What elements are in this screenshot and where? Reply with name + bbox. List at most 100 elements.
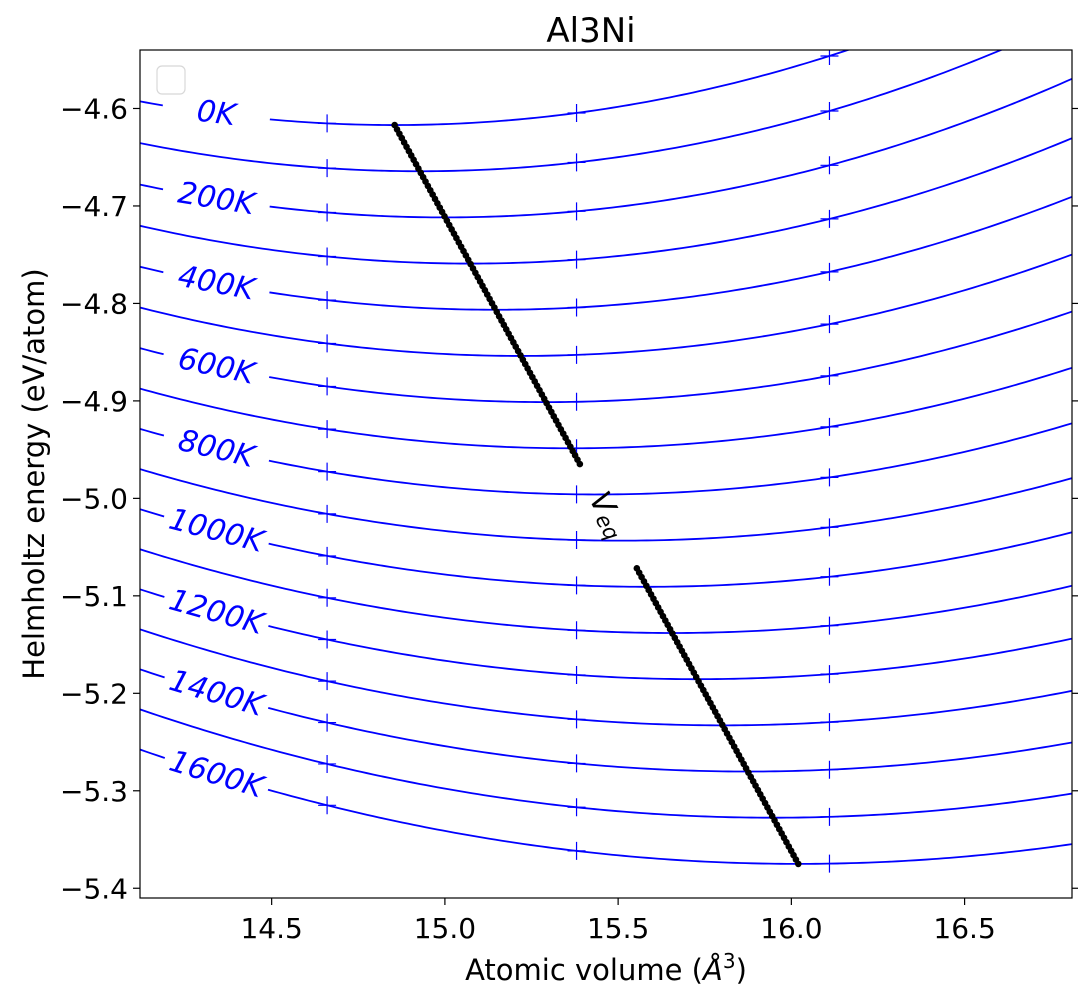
volume-marker bbox=[820, 101, 839, 120]
volume-marker bbox=[318, 420, 337, 439]
chart-title: Al3Ni bbox=[546, 11, 635, 51]
y-tick-label: −4.6 bbox=[60, 92, 128, 125]
legend-box bbox=[156, 65, 186, 95]
isotherm-900K bbox=[140, 468, 1072, 542]
volume-marker bbox=[318, 672, 337, 691]
temp-label-1400K: 1400K bbox=[159, 659, 274, 727]
volume-marker bbox=[567, 392, 586, 411]
volume-marker bbox=[567, 531, 586, 550]
volume-marker bbox=[567, 710, 586, 729]
volume-marker bbox=[318, 588, 337, 607]
svg-text:0K: 0K bbox=[195, 94, 240, 134]
volume-marker bbox=[820, 209, 839, 228]
isotherm-1300K bbox=[140, 628, 1072, 727]
svg-text:1000K: 1000K bbox=[165, 502, 269, 561]
volume-marker bbox=[820, 315, 839, 334]
isotherm-300K bbox=[140, 137, 1072, 265]
y-tick-label: −4.9 bbox=[60, 385, 128, 418]
volume-marker bbox=[567, 298, 586, 317]
y-tick-label: −5.2 bbox=[60, 677, 128, 710]
isotherm-1000K bbox=[140, 508, 1072, 588]
isotherm-500K bbox=[140, 253, 1072, 357]
isotherm-0K bbox=[140, 50, 851, 126]
volume-marker bbox=[318, 203, 337, 222]
volume-marker bbox=[318, 334, 337, 353]
volume-marker bbox=[567, 345, 586, 364]
veq-point bbox=[576, 460, 584, 468]
volume-marker bbox=[318, 504, 337, 523]
isotherm-100K bbox=[140, 50, 1004, 173]
volume-marker bbox=[318, 462, 337, 481]
y-tick-label: −5.4 bbox=[60, 872, 128, 905]
y-tick-label: −4.7 bbox=[60, 190, 128, 223]
temp-label-600K: 600K bbox=[159, 336, 273, 397]
y-axis-label: Helmholtz energy (eV/atom) bbox=[17, 268, 51, 679]
y-tick-label: −4.8 bbox=[60, 287, 128, 320]
volume-marker bbox=[820, 50, 839, 65]
svg-text:1600K: 1600K bbox=[165, 744, 269, 806]
volume-marker bbox=[567, 798, 586, 817]
volume-marker bbox=[567, 576, 586, 595]
temp-label-0K: 0K bbox=[160, 87, 273, 140]
isotherm-1400K bbox=[140, 668, 1072, 773]
temp-label-1600K: 1600K bbox=[159, 740, 274, 809]
volume-marker bbox=[318, 291, 337, 310]
svg-text:600K: 600K bbox=[175, 341, 260, 392]
temp-label-400K: 400K bbox=[159, 254, 273, 312]
temp-label-1000K: 1000K bbox=[159, 498, 274, 563]
isotherm-curves bbox=[140, 50, 1072, 865]
veq-point bbox=[794, 860, 802, 868]
volume-marker bbox=[820, 760, 839, 779]
volume-marker bbox=[820, 713, 839, 732]
x-tick-label: 16.0 bbox=[760, 912, 822, 945]
isotherm-1100K bbox=[140, 548, 1072, 634]
svg-text:1400K: 1400K bbox=[165, 663, 269, 724]
temperature-labels: 0K 200K 400K 600K 800K 1000K 1200K 1400K 1600K bbox=[159, 87, 274, 809]
isotherm-700K bbox=[140, 366, 1072, 450]
volume-marker bbox=[318, 630, 337, 649]
volume-marker bbox=[318, 796, 337, 815]
volume-markers bbox=[318, 50, 839, 873]
isotherm-1200K bbox=[140, 588, 1072, 681]
isotherm-200K bbox=[140, 77, 1072, 219]
volume-marker bbox=[318, 114, 337, 133]
volume-marker bbox=[567, 250, 586, 269]
x-tick-label: 15.0 bbox=[414, 912, 476, 945]
x-tick-label: 14.5 bbox=[240, 912, 302, 945]
y-axis-ticks: −4.6 −4.7 −4.8 −4.9 −5.0 −5.1 −5.2 −5.3 −5.4 bbox=[60, 92, 1078, 905]
volume-marker bbox=[820, 665, 839, 684]
volume-marker bbox=[820, 567, 839, 586]
volume-marker bbox=[567, 665, 586, 684]
volume-marker bbox=[318, 377, 337, 396]
isotherm-400K bbox=[140, 195, 1072, 311]
volume-marker bbox=[567, 841, 586, 860]
volume-marker bbox=[820, 807, 839, 826]
volume-marker bbox=[820, 262, 839, 281]
volume-marker bbox=[318, 754, 337, 773]
isotherm-1600K bbox=[140, 748, 1072, 865]
x-tick-label: 16.5 bbox=[933, 912, 995, 945]
x-axis-label: Atomic volume (Å3) bbox=[465, 949, 747, 987]
volume-marker bbox=[567, 103, 586, 122]
svg-text:1200K: 1200K bbox=[165, 582, 269, 642]
x-tick-label: 15.5 bbox=[587, 912, 649, 945]
isotherm-600K bbox=[140, 310, 1072, 404]
temp-label-200K: 200K bbox=[159, 171, 273, 227]
y-tick-label: −5.0 bbox=[60, 482, 128, 515]
plot-frame bbox=[139, 49, 1073, 899]
volume-marker bbox=[567, 153, 586, 172]
volume-marker bbox=[567, 485, 586, 504]
y-tick-label: −5.1 bbox=[60, 580, 128, 613]
volume-marker bbox=[567, 621, 586, 640]
volume-marker bbox=[820, 468, 839, 487]
volume-marker bbox=[820, 366, 839, 385]
volume-marker bbox=[820, 854, 839, 873]
volume-marker bbox=[318, 546, 337, 565]
volume-marker bbox=[820, 616, 839, 635]
temp-label-1200K: 1200K bbox=[159, 579, 274, 645]
volume-marker bbox=[318, 713, 337, 732]
isotherm-800K bbox=[140, 422, 1072, 496]
volume-marker bbox=[820, 518, 839, 537]
volume-marker bbox=[567, 202, 586, 221]
